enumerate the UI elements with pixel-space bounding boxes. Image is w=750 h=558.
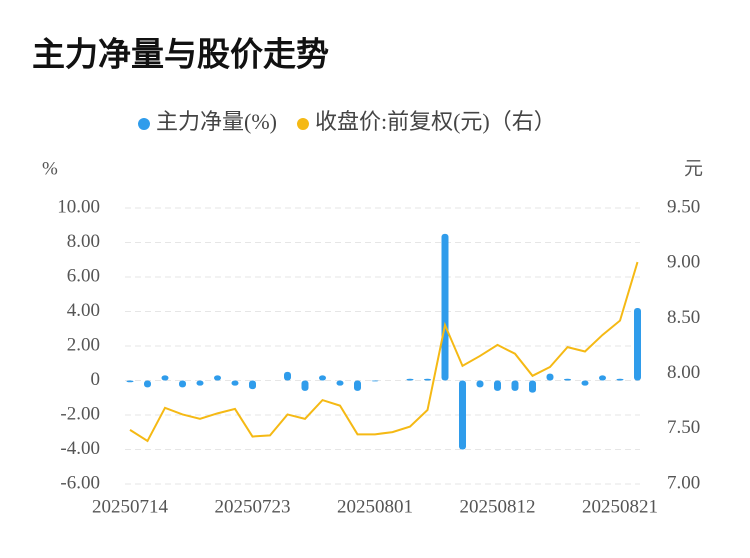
bar — [126, 380, 134, 383]
bar — [634, 308, 641, 381]
chart-title: 主力净量与股价走势 — [32, 35, 329, 74]
bar — [301, 380, 309, 391]
bar — [459, 380, 466, 450]
x-tick-label: 20250714 — [92, 496, 169, 517]
x-tick-label: 20250821 — [582, 496, 658, 517]
y-tick-label: 6.00 — [67, 265, 100, 286]
y-axis-label: % — [42, 158, 58, 179]
bar — [494, 380, 501, 391]
y2-tick-label: 8.50 — [667, 307, 700, 328]
y-tick-label: 2.00 — [67, 334, 100, 355]
y-tick-label: 8.00 — [67, 231, 100, 252]
legend-marker — [296, 118, 309, 130]
bar — [599, 375, 606, 381]
bar — [529, 380, 536, 393]
bar — [476, 380, 484, 388]
bar — [371, 380, 379, 382]
legend-label: 主力净量(%) — [156, 109, 277, 134]
y-tick-label: -6.00 — [60, 472, 100, 493]
y2-tick-label: 7.50 — [667, 417, 700, 438]
legend-label: 收盘价:前复权(元)（右） — [315, 109, 556, 134]
bar — [441, 233, 449, 381]
y-tick-label: 0 — [91, 369, 101, 390]
bar — [249, 380, 256, 390]
bar — [616, 378, 624, 381]
x-tick-label: 20250812 — [460, 496, 536, 517]
y-tick-label: 4.00 — [67, 300, 100, 321]
bar — [179, 380, 186, 388]
bar — [319, 375, 326, 381]
y-tick-label: -4.00 — [60, 438, 100, 459]
bar — [511, 380, 519, 391]
y2-axis-label: 元 — [684, 158, 703, 179]
bar — [406, 378, 414, 381]
bar — [564, 378, 571, 381]
bar — [214, 375, 221, 381]
bar — [284, 371, 291, 381]
bar — [546, 373, 554, 381]
y2-tick-label: 8.00 — [667, 362, 700, 383]
y2-tick-label: 9.00 — [667, 252, 700, 273]
bar — [231, 380, 239, 386]
y-tick-label: 10.00 — [57, 196, 100, 217]
y-tick-label: -2.00 — [60, 403, 100, 424]
bar — [161, 375, 169, 381]
x-tick-label: 20250801 — [337, 496, 413, 517]
bar — [144, 380, 151, 388]
bar — [424, 378, 431, 381]
bar — [196, 380, 204, 386]
y2-tick-label: 7.00 — [667, 472, 700, 493]
price-line — [129, 261, 639, 443]
x-tick-label: 20250723 — [215, 496, 291, 517]
bar — [581, 380, 589, 386]
legend-marker — [138, 118, 150, 130]
y2-tick-label: 9.50 — [667, 196, 700, 217]
bar — [336, 380, 344, 386]
bar — [354, 380, 361, 391]
